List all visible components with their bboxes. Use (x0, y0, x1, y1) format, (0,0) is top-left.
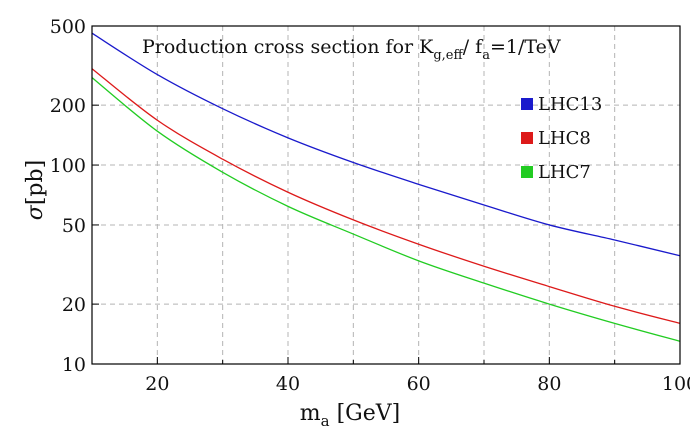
legend: LHC13 LHC8 LHC7 (521, 94, 602, 183)
y-tick-label: 50 (62, 215, 86, 237)
legend-label-lhc8: LHC8 (538, 128, 591, 149)
legend-swatch-lhc13 (521, 98, 533, 110)
x-tick-label: 100 (662, 373, 690, 395)
series-line-lhc13 (91, 32, 681, 257)
y-tick-label: 200 (50, 95, 86, 117)
y-axis-label: σ[pb] (23, 160, 48, 220)
x-tick-label: 40 (276, 373, 300, 395)
series-line-lhc7 (91, 77, 681, 342)
x-axis-label: ma [GeV] (300, 401, 400, 430)
y-tick-label: 10 (62, 354, 86, 376)
x-tick-label: 60 (407, 373, 431, 395)
legend-swatch-lhc7 (521, 166, 533, 178)
legend-label-lhc13: LHC13 (538, 94, 602, 115)
y-tick-label: 100 (50, 155, 86, 177)
series-line-lhc8 (91, 68, 681, 325)
chart-title: Production cross section for Kg,eff/ fa=… (142, 36, 561, 63)
y-tick-label: 20 (62, 294, 86, 316)
legend-label-lhc7: LHC7 (538, 162, 591, 183)
series-lines (91, 32, 681, 342)
grid-lines (92, 26, 680, 364)
axis-ticks: 20 40 60 80 100 10 20 50 100 200 500 (50, 16, 690, 395)
x-tick-label: 80 (537, 373, 561, 395)
x-tick-label: 20 (145, 373, 169, 395)
y-tick-label: 500 (50, 16, 86, 38)
plot-frame (91, 25, 681, 365)
legend-swatch-lhc8 (521, 132, 533, 144)
